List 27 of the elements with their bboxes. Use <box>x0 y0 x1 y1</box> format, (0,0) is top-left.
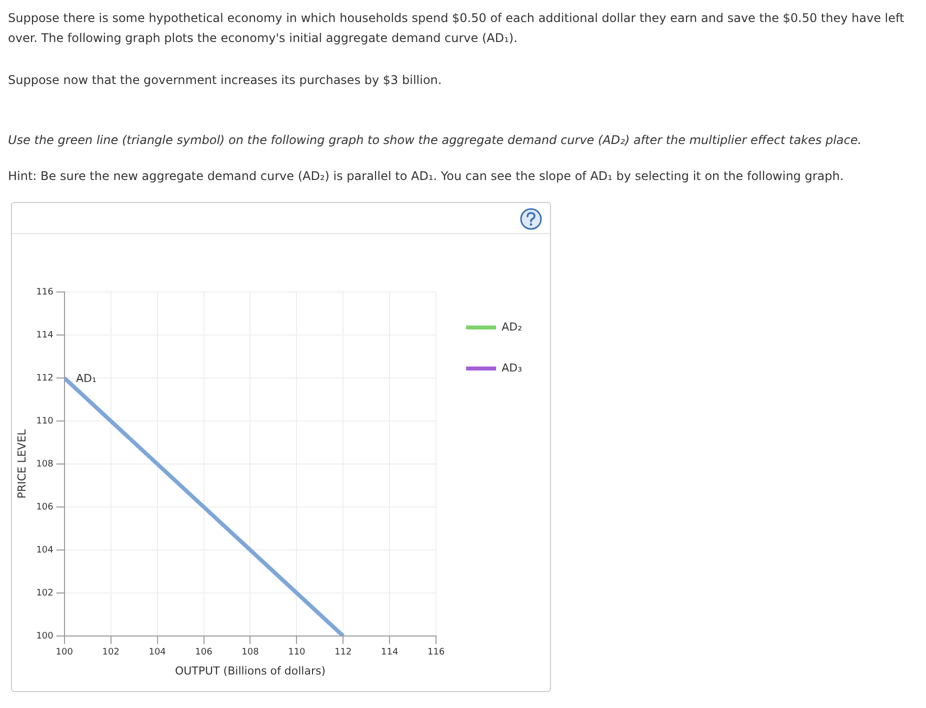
y-tick-label: 104 <box>36 545 54 556</box>
x-tick-label: 110 <box>288 648 306 658</box>
x-tick-label: 104 <box>148 648 166 658</box>
y-tick-label: 116 <box>36 287 54 298</box>
y-tick-label: 110 <box>36 416 54 426</box>
x-tick-label: 108 <box>242 648 260 658</box>
x-tick-label: 114 <box>381 648 398 658</box>
x-tick-label: 116 <box>428 648 445 658</box>
y-tick-label: 108 <box>36 459 54 470</box>
legend-label: AD₂ <box>502 320 522 334</box>
text: Hint: Be sure the new aggregate demand curve (AD₂) is parallel to AD₁. You can see the slope of AD₁ by selecting it on the following graph. <box>8 168 845 185</box>
x-tick-label: 102 <box>102 648 120 658</box>
x-tick-label: 100 <box>56 648 74 658</box>
x-tick-label: 112 <box>334 648 352 658</box>
y-tick-label: 106 <box>36 502 54 512</box>
x-tick-label: 106 <box>195 648 213 658</box>
chart-title: Suppose there is some hypothetical economy in which households spend $0.50 of each additional dollar they earn and save the $0.50 they have left over. The following graph plots the economy's initial aggregate demand curve (AD₁). <box>8 10 906 47</box>
y-axis-title: PRICE LEVEL <box>15 428 28 499</box>
y-tick-label: 100 <box>36 631 54 642</box>
annotation: AD₁ <box>76 372 96 385</box>
y-tick-label: 102 <box>36 588 54 598</box>
x-axis-title: OUTPUT (Billions of dollars) <box>174 664 326 678</box>
y-tick-label: 114 <box>36 330 54 340</box>
chart-subtitle: Suppose now that the government increases its purchases by $3 billion. <box>8 72 443 89</box>
y-tick-label: 112 <box>36 373 54 384</box>
text: Use the green line (triangle symbol) on the following graph to show the aggregate demand curve (AD₂) after the multiplier effect takes place. <box>8 132 863 149</box>
legend-label: AD₃ <box>502 361 522 374</box>
